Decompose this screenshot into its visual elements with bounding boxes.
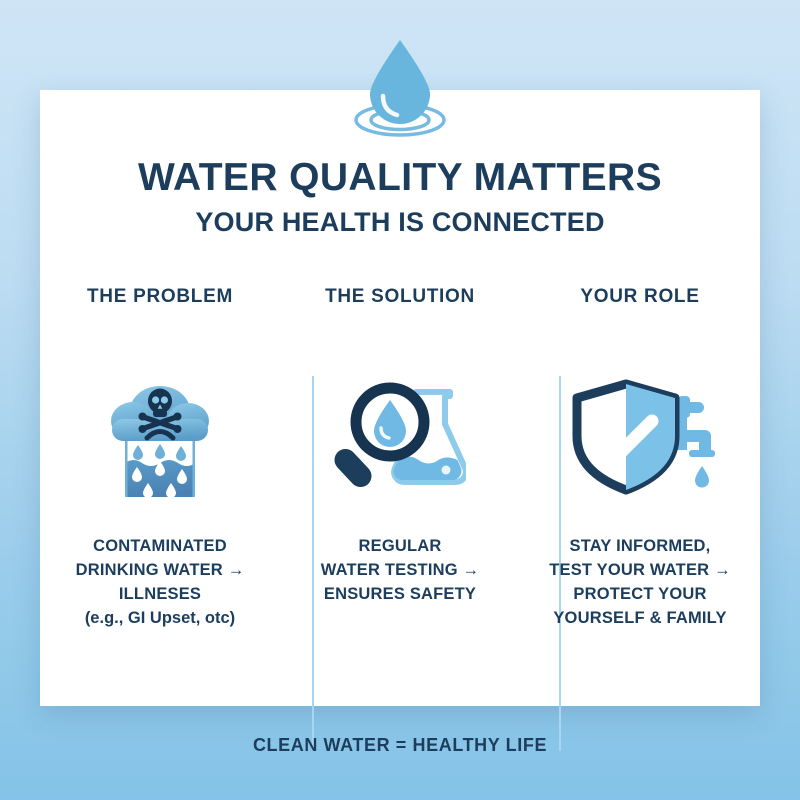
water-droplet-ripple-icon [352,36,448,140]
column-body-role: STAY INFORMED, TEST YOUR WATER → PROTECT… [549,534,731,630]
problem-line-2: DRINKING WATER → [75,561,245,580]
page-title: WATER QUALITY MATTERS [137,156,663,199]
infographic-card: WATER QUALITY MATTERS YOUR HEALTH IS CON… [40,90,760,751]
problem-note: (e.g., GI Upset, otc) [84,609,236,628]
problem-line-1: CONTAMINATED [93,537,227,555]
solution-line-1: REGULAR [358,537,442,555]
role-line-2: TEST YOUR WATER → [549,561,731,580]
column-body-solution: REGULAR WATER TESTING → ENSURES SAFETY [321,534,480,606]
column-divider-1 [312,376,314,751]
column-heading-solution: THE SOLUTION [325,286,475,307]
shield-check-faucet-icon [565,360,715,510]
footer-tagline: CLEAN WATER = HEALTHY LIFE [252,735,548,755]
column-body-problem: CONTAMINATED DRINKING WATER → ILLNESES (… [76,534,245,630]
solution-line-3: ENSURES SAFETY [323,585,477,604]
magnifier-flask-testing-icon [334,360,466,510]
column-your-role: YOUR ROLE [520,286,760,686]
toxic-rain-cloud-icon [100,360,220,510]
role-line-1: STAY INFORMED, [569,537,711,555]
solution-line-2: WATER TESTING → [320,561,480,580]
role-line-4: YOURSELF & FAMILY [553,609,727,628]
column-the-problem: THE PROBLEM [40,286,280,686]
column-heading-role: YOUR ROLE [580,286,700,307]
column-heading-problem: THE PROBLEM [87,286,233,307]
column-divider-2 [559,376,561,751]
page-subtitle: YOUR HEALTH IS CONNECTED [195,206,605,237]
column-the-solution: THE SOLUTION [280,286,520,686]
problem-line-3: ILLNESES [118,585,202,604]
role-line-3: PROTECT YOUR [573,585,707,604]
columns-container: THE PROBLEM [40,286,760,686]
heading-block: WATER QUALITY MATTERS YOUR HEALTH IS CON… [40,156,760,238]
